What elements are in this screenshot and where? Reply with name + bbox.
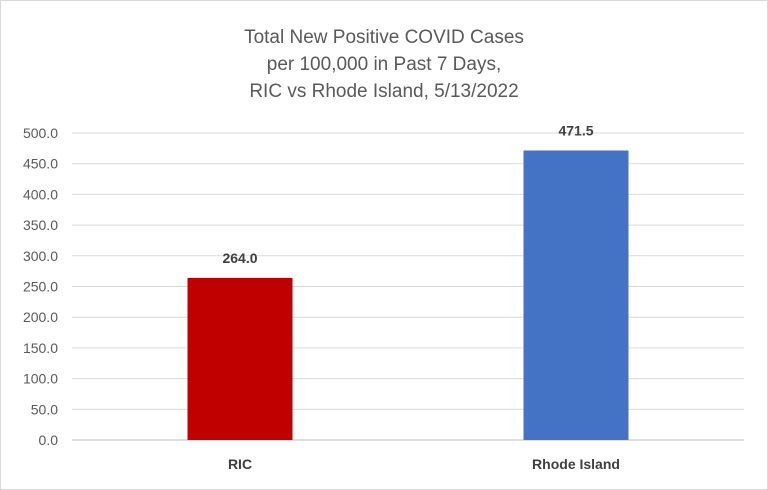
bars: [187, 150, 629, 440]
chart-title-line-3: RIC vs Rhode Island, 5/13/2022: [249, 81, 519, 102]
chart-title-line-2: per 100,000 in Past 7 Days,: [266, 54, 502, 75]
y-tick-label: 150.0: [23, 340, 58, 356]
y-tick-label: 500.0: [23, 125, 58, 141]
y-tick-label: 250.0: [23, 279, 58, 295]
data-label: 264.0: [222, 250, 257, 266]
bar: [523, 150, 629, 440]
gridlines: [72, 132, 744, 441]
bar: [187, 277, 293, 440]
y-tick-label: 350.0: [23, 217, 58, 233]
y-tick-label: 200.0: [23, 309, 58, 325]
y-tick-label: 100.0: [23, 371, 58, 387]
y-tick-label: 0.0: [39, 432, 59, 448]
x-axis: RIC Rhode Island: [228, 456, 620, 472]
x-category-label: Rhode Island: [532, 456, 620, 472]
data-label: 471.5: [558, 122, 593, 138]
y-tick-label: 450.0: [23, 156, 58, 172]
y-tick-label: 50.0: [31, 401, 58, 417]
y-axis: 0.0 50.0 100.0 150.0 200.0 250.0 300.0 350.0 400…: [23, 125, 58, 448]
chart-title-line-1: Total New Positive COVID Cases: [244, 27, 524, 48]
y-tick-label: 300.0: [23, 248, 58, 264]
chart-title: Total New Positive COVID Cases per 100,0…: [0, 24, 768, 105]
data-labels: 264.0 471.5: [222, 122, 593, 265]
y-tick-label: 400.0: [23, 186, 58, 202]
x-category-label: RIC: [228, 456, 252, 472]
